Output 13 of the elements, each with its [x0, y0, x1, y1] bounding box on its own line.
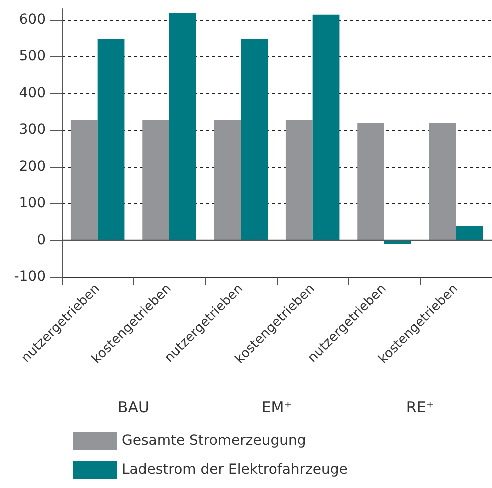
legend-label: Ladestrom der Elektrofahrzeuge [122, 462, 348, 478]
text: RE⁺ [406, 398, 434, 416]
y-tick-label: 500 [19, 48, 46, 65]
y-tick-label: 0 [37, 232, 46, 248]
legend-label: Gesamte Stromerzeugung [122, 433, 306, 449]
y-tick-label: 600 [19, 12, 46, 28]
y-tick-label: -100 [14, 269, 46, 285]
y-tick-label: 400 [19, 85, 46, 102]
y-tick-label: 100 [19, 196, 46, 212]
y-tick-label: 200 [19, 158, 46, 175]
text: BAU [118, 398, 150, 416]
text: EM⁺ [262, 398, 292, 416]
y-tick-label: 300 [19, 122, 46, 138]
